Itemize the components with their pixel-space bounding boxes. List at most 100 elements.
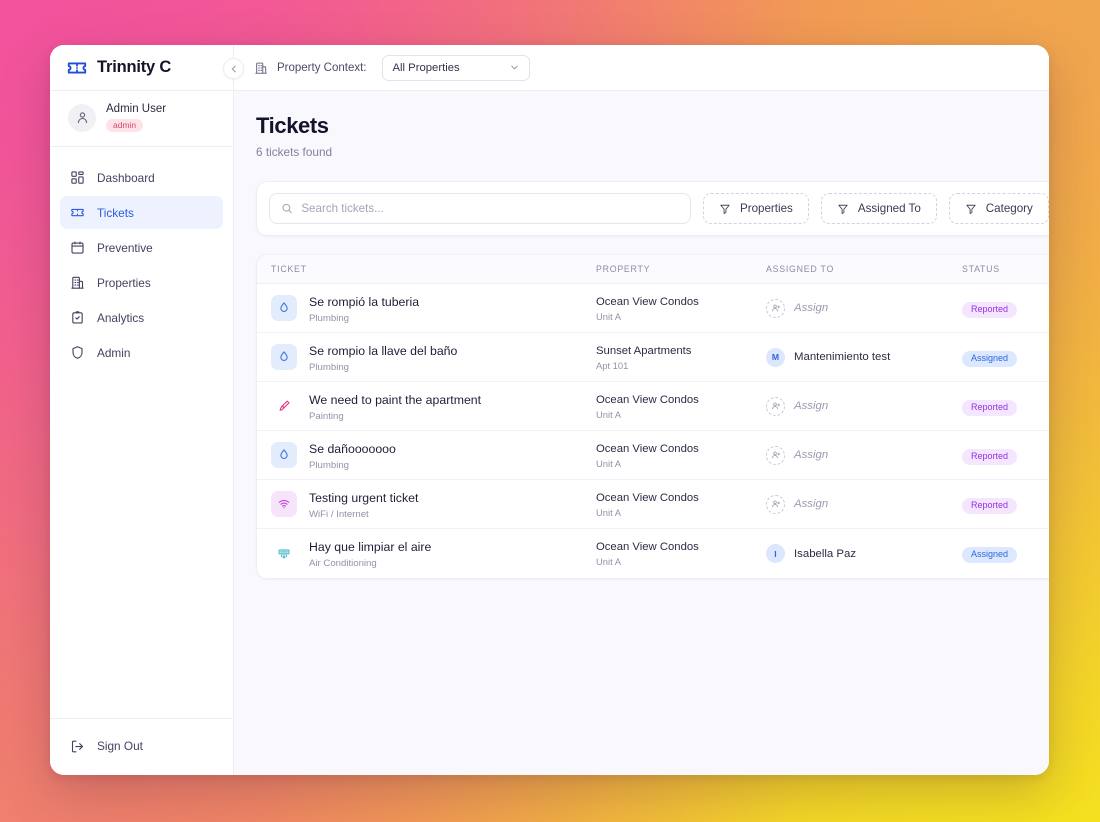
air-conditioner-icon — [278, 548, 290, 559]
user-role-badge: admin — [106, 118, 144, 133]
assigned-to-cell[interactable]: Assign — [766, 298, 962, 318]
table-header-row: TICKET PROPERTY ASSIGNED TO STATUS — [257, 255, 1049, 284]
sign-out-button[interactable]: Sign Out — [60, 731, 223, 761]
ticket-title: Se rompió la tuberia — [309, 294, 420, 309]
sidebar-item-dashboard[interactable]: Dashboard — [60, 161, 223, 194]
user-plus-icon — [766, 298, 785, 318]
column-header-assigned: ASSIGNED TO — [766, 264, 835, 274]
property-name: Ocean View Condos — [596, 393, 699, 406]
property-unit: Unit A — [596, 408, 622, 420]
table-row[interactable]: Testing urgent ticket WiFi / Internet Ocea… — [257, 480, 1049, 529]
assign-button-label[interactable]: Assign — [794, 449, 829, 461]
column-header-status: STATUS — [962, 264, 1000, 274]
sidebar-item-label: Admin — [97, 345, 131, 360]
category-icon-wrap — [271, 491, 297, 517]
user-icon — [77, 112, 87, 124]
status-badge: Assigned — [962, 350, 1018, 367]
ticket-title: Se dañooooooo — [309, 441, 396, 456]
category-icon-wrap — [271, 344, 297, 370]
sidebar-item-label: Analytics — [97, 310, 145, 325]
sidebar-item-properties[interactable]: Properties — [60, 266, 223, 299]
category-icon-wrap — [271, 541, 297, 567]
column-header-ticket: TICKET — [271, 264, 307, 274]
topbar: Property Context: All Properties — [234, 45, 1049, 91]
property-name: Ocean View Condos — [596, 541, 699, 554]
assigned-to-cell[interactable]: I Isabella Paz — [766, 544, 962, 563]
table-row[interactable]: Se dañooooooo Plumbing Ocean View Condos Un… — [257, 431, 1049, 480]
calendar-icon — [71, 241, 84, 254]
table-row[interactable]: We need to paint the apartment Painting Oc… — [257, 382, 1049, 431]
ticket-category: WiFi / Internet — [309, 508, 369, 520]
water-drop-icon — [280, 449, 288, 459]
sidebar-item-label: Preventive — [97, 240, 153, 255]
page-content: Tickets 6 tickets found Properties — [234, 91, 1049, 775]
user-block[interactable]: Admin User admin — [50, 91, 233, 148]
assignee-name: Isabella Paz — [794, 547, 857, 560]
assigned-to-cell[interactable]: Assign — [766, 494, 962, 514]
user-plus-icon — [766, 445, 785, 465]
water-drop-icon — [280, 302, 288, 312]
funnel-icon — [720, 204, 730, 214]
filter-button-label: Properties — [740, 202, 793, 215]
ticket-icon — [71, 208, 84, 217]
table-row[interactable]: Se rompio la llave del baño Plumbing Sunse… — [257, 333, 1049, 382]
brand-name: Trinnity C — [97, 58, 172, 76]
column-header-property: PROPERTY — [596, 264, 651, 274]
funnel-icon — [838, 204, 848, 214]
shield-icon — [72, 346, 83, 359]
assignee-name: Mantenimiento test — [794, 351, 891, 363]
page-title: Tickets — [256, 113, 329, 138]
property-context-select[interactable]: All Properties — [382, 54, 531, 81]
assign-button-label[interactable]: Assign — [794, 302, 829, 314]
app-window: Trinnity C Admin User admin Dashboard — [50, 45, 1049, 775]
assigned-to-cell[interactable]: M Mantenimiento test — [766, 347, 962, 367]
category-icon-wrap — [271, 295, 297, 321]
building-icon — [71, 276, 84, 289]
property-context-label: Property Context: — [277, 61, 367, 74]
sidebar-collapse-button[interactable] — [223, 58, 244, 79]
assigned-to-cell[interactable]: Assign — [766, 445, 962, 465]
page-subtitle: 6 tickets found — [256, 145, 333, 159]
ticket-title: We need to paint the apartment — [309, 392, 482, 407]
sidebar-item-tickets[interactable]: Tickets — [60, 196, 223, 230]
sidebar-item-analytics[interactable]: Analytics — [60, 301, 223, 334]
sidebar-item-label: Tickets — [97, 205, 134, 220]
user-plus-icon — [766, 396, 785, 416]
sidebar-item-label: Properties — [97, 275, 151, 290]
brand: Trinnity C — [50, 45, 233, 91]
property-unit: Unit A — [596, 506, 622, 518]
sidebar: Trinnity C Admin User admin Dashboard — [50, 45, 244, 775]
sidebar-item-preventive[interactable]: Preventive — [60, 231, 223, 264]
filter-button-label: Category — [985, 202, 1033, 215]
tickets-table: TICKET PROPERTY ASSIGNED TO STATUS Se ro… — [256, 254, 1049, 579]
property-name: Ocean View Condos — [596, 491, 699, 504]
ticket-icon — [67, 62, 87, 73]
assign-button-label[interactable]: Assign — [794, 498, 829, 510]
search-input[interactable] — [301, 202, 679, 215]
property-name: Ocean View Condos — [596, 442, 699, 455]
sidebar-nav: Dashboard Tickets Preventive — [50, 147, 233, 718]
property-unit: Apt 101 — [596, 359, 629, 371]
assign-button-label[interactable]: Assign — [794, 400, 829, 412]
chevron-left-icon — [231, 65, 236, 72]
search-box[interactable] — [269, 193, 691, 224]
main-area: Property Context: All Properties Tickets… — [234, 45, 1049, 775]
filter-assigned-to-button[interactable]: Assigned To — [820, 193, 937, 224]
user-plus-icon — [766, 494, 785, 514]
filter-category-button[interactable]: Category — [948, 193, 1049, 224]
filter-bar: Properties Assigned To Category — [256, 181, 1049, 236]
avatar: M — [766, 347, 785, 367]
assigned-to-cell[interactable]: Assign — [766, 396, 962, 416]
ticket-category: Plumbing — [309, 361, 349, 373]
sign-out-label: Sign Out — [97, 739, 143, 753]
property-unit: Unit A — [596, 556, 622, 568]
filter-properties-button[interactable]: Properties — [703, 193, 809, 224]
user-name: Admin User — [106, 103, 167, 115]
table-row[interactable]: Hay que limpiar el aire Air Conditioning O… — [257, 529, 1049, 578]
property-name: Sunset Apartments — [596, 344, 692, 357]
status-badge: Reported — [962, 448, 1018, 465]
ticket-category: Air Conditioning — [309, 558, 377, 570]
status-badge: Reported — [962, 497, 1018, 514]
table-row[interactable]: Se rompió la tuberia Plumbing Ocean View C… — [257, 284, 1049, 333]
sidebar-item-admin[interactable]: Admin — [60, 336, 223, 369]
